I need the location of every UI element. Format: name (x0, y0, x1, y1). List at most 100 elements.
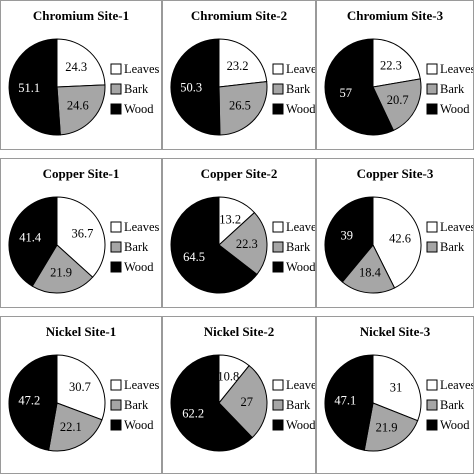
pie-chart: 42.6 18.4 39 Leaves Bark (324, 196, 474, 294)
chart-panel-chromium-site-3: Chromium Site-3 22.3 20.7 57 Leaves Bark Wood (316, 0, 474, 150)
legend-swatch-leaves (110, 379, 122, 391)
pie-slice-bark (218, 211, 268, 276)
legend-label-wood: Wood (286, 260, 316, 274)
slice-label-bark: 21.9 (376, 420, 398, 434)
slice-label-wood: 51.1 (18, 81, 40, 95)
pie-slice-wood (8, 354, 58, 451)
slice-label-wood: 47.1 (334, 394, 356, 408)
pie-slice-leaves (372, 196, 422, 289)
legend-swatch-wood (426, 103, 438, 115)
legend-label-bark: Bark (440, 82, 465, 96)
legend-swatch-leaves (110, 63, 122, 75)
legend-label-wood: Wood (124, 102, 154, 116)
legend-label-wood: Wood (124, 418, 154, 432)
legend-swatch-bark (426, 399, 438, 411)
chart-title: Chromium Site-2 (190, 8, 288, 23)
legend-label-bark: Bark (440, 398, 465, 412)
pie-slice-wood (324, 38, 395, 136)
slice-label-leaves: 13.2 (219, 213, 241, 227)
chart-title: Copper Site-3 (356, 166, 434, 181)
legend-label-wood: Wood (286, 102, 316, 116)
pie-slice-leaves (56, 38, 106, 88)
legend-swatch-wood (272, 419, 284, 431)
slice-label-leaves: 23.2 (227, 59, 249, 73)
chart-title: Nickel Site-1 (45, 324, 117, 339)
legend-label-leaves: Leaves (440, 62, 474, 76)
slice-label-wood: 41.4 (19, 231, 42, 245)
legend-label-bark: Bark (124, 240, 149, 254)
pie-chart: 22.3 20.7 57 Leaves Bark Wood (324, 38, 474, 136)
slice-label-wood: 50.3 (180, 80, 202, 94)
legend-swatch-bark (426, 241, 438, 253)
pie-slice-bark (31, 244, 94, 294)
legend-label-bark: Bark (124, 82, 149, 96)
legend-swatch-leaves (272, 379, 284, 391)
legend-label-leaves: Leaves (440, 220, 474, 234)
legend-swatch-bark (110, 399, 122, 411)
pie-slice-wood (170, 354, 254, 452)
chart-title: Chromium Site-3 (346, 8, 444, 23)
legend-label-bark: Bark (440, 240, 465, 254)
slice-label-leaves: 36.7 (71, 227, 93, 241)
pie-slice-bark (56, 84, 106, 136)
legend-swatch-wood (272, 261, 284, 273)
chart-panel-copper-site-2: Copper Site-2 13.2 22.3 64.5 Leaves Bark Wood (162, 158, 316, 308)
legend-label-leaves: Leaves (286, 62, 316, 76)
pie-chart: 24.3 24.6 51.1 Leaves Bark Wood (8, 38, 160, 136)
slice-label-wood: 62.2 (182, 406, 204, 420)
slice-label-bark: 21.9 (50, 266, 72, 280)
pie-slice-wood (8, 38, 61, 136)
pie-slice-wood (324, 196, 374, 283)
legend-swatch-bark (272, 399, 284, 411)
pie-chart: 10.827 62.2 Leaves Bark Wood (170, 354, 316, 452)
slice-label-wood: 57 (340, 86, 353, 100)
chart-panel-copper-site-3: Copper Site-3 42.6 18.4 39 Leaves Bark (316, 158, 474, 308)
slice-label-leaves: 30.7 (69, 380, 91, 394)
legend-label-leaves: Leaves (286, 378, 316, 392)
pie-slice-bark (48, 402, 103, 452)
legend-swatch-wood (110, 419, 122, 431)
pie-slice-leaves (56, 196, 106, 278)
legend-swatch-bark (110, 241, 122, 253)
chart-title: Chromium Site-1 (32, 8, 130, 23)
slice-label-bark: 27 (241, 395, 254, 409)
legend-label-wood: Wood (124, 260, 154, 274)
legend-swatch-leaves (426, 221, 438, 233)
chart-panel-nickel-site-2: Nickel Site-2 10.827 62.2 Leaves Bark Wood (162, 316, 316, 474)
pie-slice-wood (324, 354, 374, 451)
pie-slice-leaves (218, 38, 268, 88)
chart-panel-chromium-site-2: Chromium Site-2 23.2 26.5 50.3 Leaves Bark Woo… (162, 0, 316, 150)
chart-panel-nickel-site-3: Nickel Site-3 31 21.9 47.1 Leaves Bark Wood (316, 316, 474, 474)
pie-slice-bark (341, 244, 396, 294)
pie-chart: 13.2 22.3 64.5 Leaves Bark Wood (170, 196, 316, 294)
legend-label-wood: Wood (286, 418, 316, 432)
pie-slice-bark (372, 78, 422, 132)
pie-chart: 30.7 22.1 47.2 Leaves Bark Wood (8, 354, 160, 452)
pie-chart: 31 21.9 47.1 Leaves Bark Wood (324, 354, 474, 452)
legend-label-leaves: Leaves (124, 220, 160, 234)
legend-swatch-bark (110, 83, 122, 95)
legend-swatch-wood (272, 103, 284, 115)
slice-label-bark: 20.7 (387, 93, 409, 107)
pie-slice-wood (170, 196, 258, 294)
slice-label-wood: 64.5 (183, 250, 205, 264)
legend-label-wood: Wood (440, 102, 470, 116)
slice-label-wood: 39 (341, 229, 354, 243)
slice-label-bark: 22.3 (236, 237, 258, 251)
legend-swatch-leaves (110, 221, 122, 233)
legend-label-bark: Bark (286, 82, 311, 96)
legend-swatch-wood (426, 419, 438, 431)
legend-swatch-bark (272, 241, 284, 253)
chart-title: Nickel Site-2 (203, 324, 275, 339)
legend-swatch-leaves (272, 63, 284, 75)
legend-swatch-wood (110, 261, 122, 273)
slice-label-bark: 26.5 (229, 98, 251, 112)
legend-label-leaves: Leaves (440, 378, 474, 392)
slice-label-leaves: 24.3 (65, 60, 87, 74)
slice-label-leaves: 10.8 (217, 370, 239, 384)
legend-swatch-leaves (272, 221, 284, 233)
slice-label-leaves: 31 (390, 380, 403, 394)
legend-swatch-bark (426, 83, 438, 95)
legend-swatch-leaves (426, 63, 438, 75)
chart-panel-nickel-site-1: Nickel Site-1 30.7 22.1 47.2 Leaves Bark Wood (0, 316, 162, 474)
